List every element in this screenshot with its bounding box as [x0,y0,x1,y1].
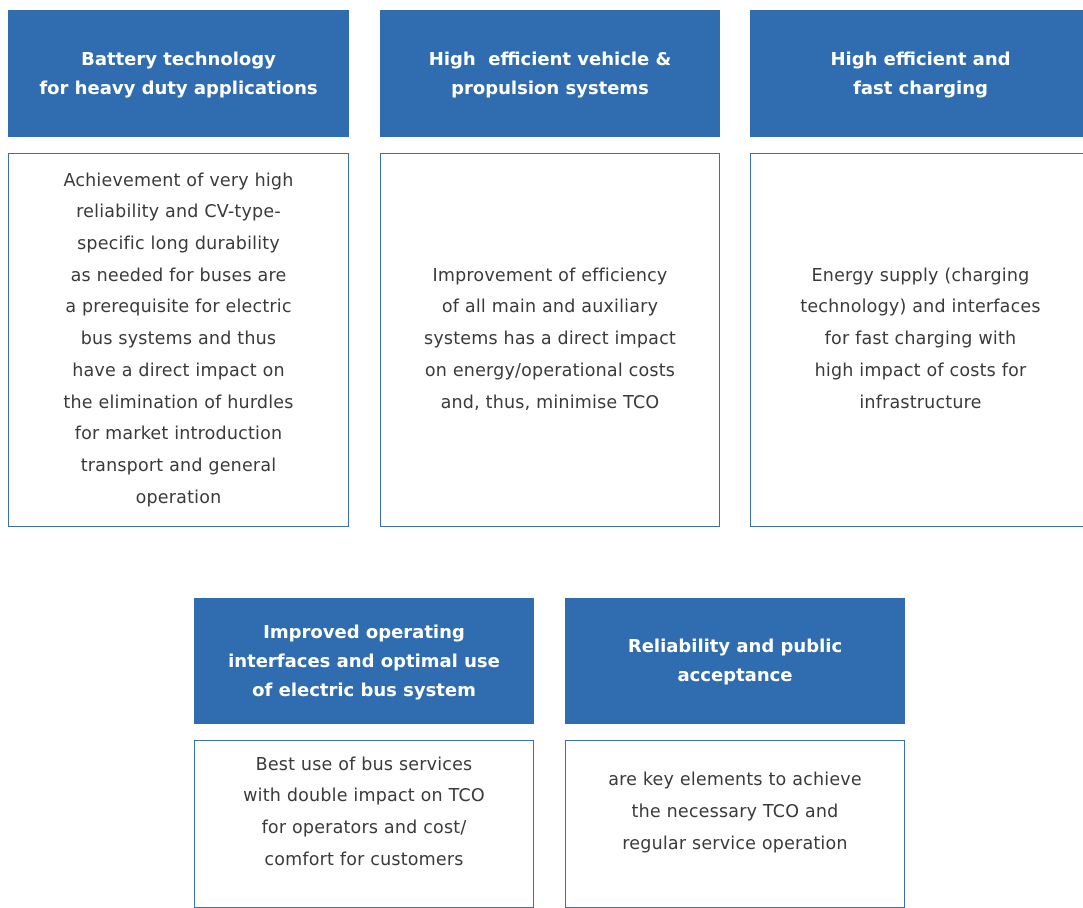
body-line: the necessary TCO and [631,802,839,823]
body-line: comfort for customers [264,849,464,870]
body-line: technology) and interfaces [800,297,1041,318]
header-line: propulsion systems [451,77,649,99]
body-line: high impact of costs for [814,360,1027,381]
body-line: transport and general [80,455,277,476]
header-line: of electric bus system [252,679,476,701]
body-line: for operators and cost/ [261,818,467,838]
header-line: acceptance [677,665,793,686]
body-line: reliability and CV-type- [76,202,281,223]
card-header: Improved operating interfaces and optimal… [194,598,534,724]
body-line: the elimination of hurdles [63,392,294,413]
body-line: of all main and auxiliary [441,297,659,318]
body-line: regular service operation [622,833,848,854]
header-line: Battery technology [81,48,276,70]
body-line: on energy/operational costs [424,360,676,381]
card-header: High efficient vehicle & propulsion syste… [380,10,720,137]
header-line: Improved operating [263,621,465,643]
body-line: Energy supply (charging [811,265,1030,286]
header-line: interfaces and optimal use [228,650,500,672]
body-line: bus systems and thus [80,329,277,350]
header-line: for heavy duty applications [39,77,318,99]
card-body: Best use of bus services with double impa… [194,740,534,908]
card-header: High efficient and fast charging [750,10,1083,137]
body-line: Improvement of efficiency [432,265,668,286]
body-line: Best use of bus services [255,754,473,775]
header-line: High efficient and [830,48,1011,70]
header-line: Reliability and public [627,636,843,657]
card-body: Improvement of efficiency of all main and… [380,153,720,527]
header-line: High efficient vehicle & [428,48,672,70]
card-body: Achievement of very high reliability and … [8,153,349,527]
body-line: are key elements to achieve [608,770,862,791]
card-body: Energy supply (charging technology) and i… [750,153,1083,527]
body-line: for fast charging with [824,329,1017,350]
header-line: fast charging [853,77,988,99]
body-line: a prerequisite for electric [65,297,292,318]
body-line: with double impact on TCO [243,786,485,807]
body-line: Achievement of very high [63,170,294,191]
body-line: operation [135,487,222,508]
card-header: Reliability and public acceptance [565,598,905,724]
body-line: for market introduction [74,424,283,445]
page: Battery technology for heavy duty applica… [8,10,1083,908]
body-line: infrastructure [859,392,982,413]
body-line: as needed for buses are [70,265,287,286]
body-line: have a direct impact on [72,360,285,381]
body-line: specific long durability [77,234,280,255]
card-body: are key elements to achieve the necessary… [565,740,905,908]
body-line: systems has a direct impact [424,329,676,350]
card-header: Battery technology for heavy duty applica… [8,10,349,137]
body-line: and, thus, minimise TCO [440,392,660,413]
